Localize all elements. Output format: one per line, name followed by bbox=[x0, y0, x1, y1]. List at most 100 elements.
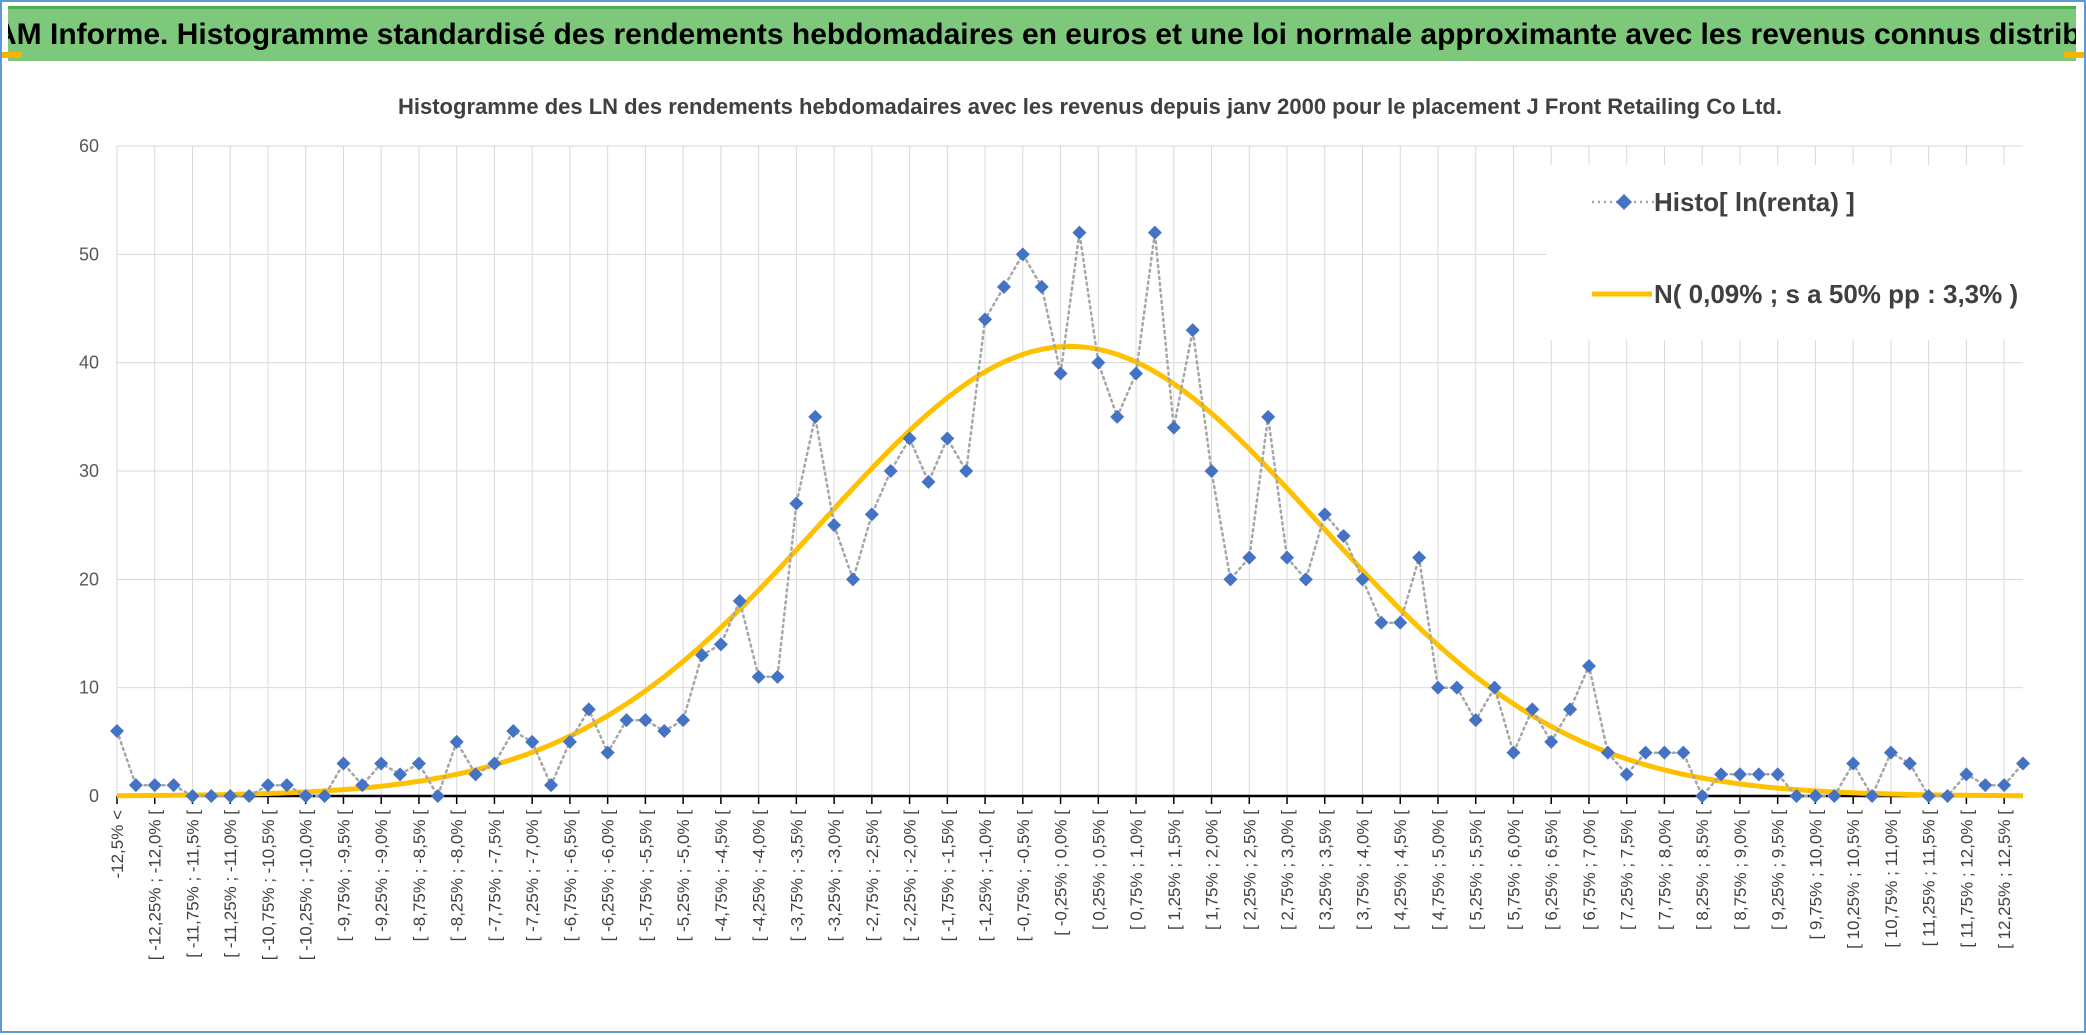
histogram-point bbox=[1487, 680, 1502, 695]
histogram-point bbox=[1789, 789, 1804, 803]
histogram-point bbox=[1072, 225, 1087, 240]
histogram-point bbox=[695, 648, 710, 663]
x-tick-label: [ 0,75% ; 1,0% [ bbox=[1127, 810, 1146, 930]
histogram-point bbox=[1581, 659, 1596, 673]
histogram-point bbox=[1129, 366, 1144, 381]
legend-histo-marker bbox=[1616, 194, 1632, 210]
histogram-point bbox=[1940, 789, 1955, 803]
histogram-point bbox=[1355, 572, 1370, 587]
y-tick-label: 30 bbox=[79, 461, 99, 481]
histogram-point bbox=[1034, 279, 1049, 294]
x-tick-label: [ -3,25% ; -3,0% [ bbox=[825, 810, 844, 942]
x-tick-label: [ 3,75% ; 4,0% [ bbox=[1354, 810, 1373, 930]
histogram-point bbox=[1714, 767, 1729, 782]
histogram-point bbox=[713, 637, 728, 652]
chart-title: Histogramme des LN des rendements hebdom… bbox=[398, 94, 1782, 119]
x-tick-label: [ 5,75% ; 6,0% [ bbox=[1504, 810, 1523, 930]
histogram-point bbox=[845, 572, 860, 587]
corner-accent-left bbox=[2, 52, 22, 58]
histogram-point bbox=[185, 789, 200, 803]
x-tick-label: [ -8,25% ; -8,0% [ bbox=[448, 810, 467, 942]
corner-accent-right bbox=[2064, 52, 2084, 58]
histogram-point bbox=[1959, 767, 1974, 782]
histogram-point bbox=[317, 789, 332, 803]
x-tick-label: [ 12,25% ; 12,5% [ bbox=[1995, 810, 2014, 949]
histogram-point bbox=[996, 279, 1011, 294]
histogram-point bbox=[355, 778, 370, 793]
histogram-point bbox=[1166, 420, 1181, 435]
x-tick-label: [ 10,75% ; 11,0% [ bbox=[1882, 810, 1901, 948]
x-tick-label: [ -0,75% ; -0,5% [ bbox=[1014, 810, 1033, 942]
histogram-point bbox=[921, 474, 936, 489]
histogram-point bbox=[1676, 745, 1691, 760]
histogram-point bbox=[1657, 745, 1672, 760]
x-tick-label: [ -0,25% ; 0,0% [ bbox=[1052, 810, 1071, 936]
histogram-point bbox=[808, 409, 823, 424]
y-tick-label: 60 bbox=[79, 136, 99, 156]
histogram-point bbox=[883, 464, 898, 478]
x-tick-label: [ 11,25% ; 11,5% [ bbox=[1920, 810, 1939, 947]
histogram-point bbox=[1223, 572, 1238, 587]
histogram-point bbox=[1336, 529, 1351, 543]
histogram-point bbox=[1242, 550, 1257, 565]
histogram-point bbox=[242, 789, 257, 803]
x-tick-label: [ -6,25% ; -6,0% [ bbox=[599, 810, 618, 942]
histogram-point bbox=[1808, 789, 1823, 803]
histogram-point bbox=[128, 778, 143, 793]
histogram-point bbox=[279, 778, 294, 793]
histogram-point bbox=[1449, 680, 1464, 695]
y-tick-label: 10 bbox=[79, 678, 99, 698]
histogram-point bbox=[1846, 756, 1861, 771]
histogram-point bbox=[562, 734, 577, 749]
x-tick-label: [ -5,75% ; -5,5% [ bbox=[636, 810, 655, 942]
y-tick-label: 40 bbox=[79, 353, 99, 373]
x-tick-label: [ 4,25% ; 4,5% [ bbox=[1391, 810, 1410, 930]
histogram-point bbox=[619, 713, 634, 728]
histogram-point bbox=[751, 669, 766, 684]
histogram-point bbox=[544, 778, 559, 793]
histogram-point bbox=[581, 702, 596, 717]
x-tick-label: [ 3,25% ; 3,5% [ bbox=[1316, 810, 1335, 930]
histogram-point bbox=[374, 756, 389, 771]
histogram-point bbox=[959, 464, 974, 478]
histogram-point bbox=[1280, 550, 1295, 565]
histogram-point bbox=[1921, 789, 1936, 803]
histogram-point bbox=[902, 431, 917, 446]
x-tick-label: [ -7,25% ; -7,0% [ bbox=[523, 810, 542, 942]
banner-title: ADAM Informe. Histogramme standardisé de… bbox=[8, 18, 2076, 51]
y-tick-label: 50 bbox=[79, 244, 99, 264]
x-tick-label: [ 6,25% ; 6,5% [ bbox=[1542, 810, 1561, 930]
histogram-point bbox=[638, 713, 653, 728]
x-tick-label: [ 9,75% ; 10,0% [ bbox=[1806, 810, 1825, 940]
normal-curve-line bbox=[117, 343, 2023, 799]
x-tick-label: [ -1,25% ; -1,0% [ bbox=[976, 810, 995, 942]
histogram-point bbox=[260, 778, 275, 793]
x-tick-label: [ -1,75% ; -1,5% [ bbox=[938, 810, 957, 942]
histogram-point bbox=[506, 724, 521, 738]
histogram-point bbox=[1619, 767, 1634, 782]
histogram-point bbox=[940, 431, 955, 446]
histogram-point bbox=[449, 734, 464, 749]
histogram-point bbox=[411, 756, 426, 771]
histogram-point bbox=[978, 312, 993, 327]
x-tick-label: [ -6,75% ; -6,5% [ bbox=[561, 810, 580, 942]
histogram-point bbox=[110, 724, 124, 738]
x-tick-label: [ -8,75% ; -8,5% [ bbox=[410, 810, 429, 942]
x-tick-label: [ -2,75% ; -2,5% [ bbox=[863, 810, 882, 942]
page-banner: ADAM Informe. Histogramme standardisé de… bbox=[8, 6, 2076, 61]
histogram-point bbox=[1770, 767, 1785, 782]
x-tick-label: [ 1,25% ; 1,5% [ bbox=[1165, 810, 1184, 930]
histogram-point bbox=[393, 767, 408, 782]
histogram-point bbox=[525, 734, 540, 749]
histogram-point bbox=[1204, 464, 1219, 478]
x-tick-label: [ -5,25% ; -5,0% [ bbox=[674, 810, 693, 942]
x-tick-label: [ 2,75% ; 3,0% [ bbox=[1278, 810, 1297, 930]
x-tick-label: [ -12,25% ; -12,0% [ bbox=[146, 810, 165, 961]
histogram-point bbox=[1015, 247, 1030, 262]
histogram-point bbox=[147, 778, 162, 793]
legend-histo-label: Histo[ ln(renta) ] bbox=[1654, 187, 1855, 217]
histogram-point bbox=[1147, 225, 1162, 240]
histogram-point bbox=[468, 767, 483, 782]
histogram-point bbox=[1053, 366, 1068, 381]
